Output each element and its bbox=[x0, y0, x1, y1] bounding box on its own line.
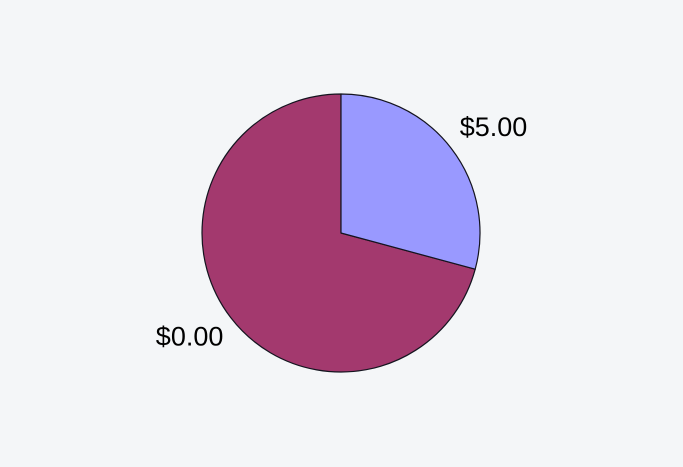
svg-text:$0.00: $0.00 bbox=[156, 321, 224, 351]
svg-text:$5.00: $5.00 bbox=[460, 112, 528, 142]
